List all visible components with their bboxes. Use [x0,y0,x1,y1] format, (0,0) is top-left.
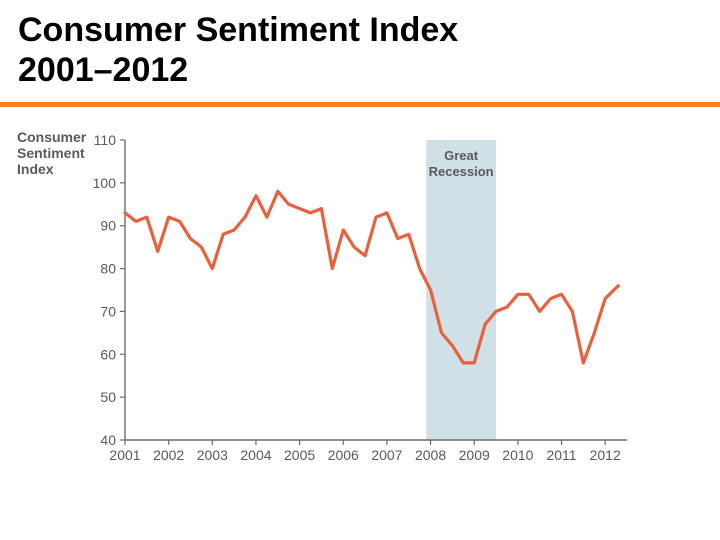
x-tick-label: 2002 [153,447,184,463]
y-tick-label: 50 [100,389,116,405]
recession-label-line: Great [444,148,479,163]
sentiment-chart: GreatRecession 40 50 60 70 80 90 100 110 2001 2002… [15,130,645,490]
y-tick-label: 70 [100,303,116,319]
y-tick-label: 60 [100,346,116,362]
x-tick-label: 2008 [415,447,446,463]
x-tick-label: 2012 [590,447,621,463]
sentiment-line [125,191,618,363]
slide: Consumer Sentiment Index 2001–2012 Great… [0,0,720,540]
accent-rule [0,102,720,107]
title-line-1: Consumer Sentiment Index [18,10,458,50]
recession-band [426,140,496,440]
slide-title: Consumer Sentiment Index 2001–2012 [18,10,458,90]
title-line-2: 2001–2012 [18,50,458,90]
y-axis-label-line: Consumer [17,130,87,145]
x-tick-label: 2007 [371,447,402,463]
y-tick-label: 80 [100,261,116,277]
y-tick-label: 40 [100,432,116,448]
y-tick-label: 100 [93,175,117,191]
y-tick-label: 90 [100,218,116,234]
x-tick-label: 2010 [502,447,533,463]
x-tick-label: 2006 [328,447,359,463]
x-tick-label: 2001 [109,447,140,463]
chart-svg: GreatRecession 40 50 60 70 80 90 100 110 2001 2002… [15,130,645,490]
x-tick-label: 2005 [284,447,315,463]
x-tick-label: 2009 [459,447,490,463]
y-axis-label-line: Index [17,161,54,177]
x-tick-label: 2011 [546,447,576,463]
x-tick-label: 2003 [197,447,228,463]
y-tick-label: 110 [94,132,117,148]
x-tick-label: 2004 [240,447,271,463]
y-axis-label-line: Sentiment [17,145,85,161]
recession-label-line: Recession [429,164,494,179]
